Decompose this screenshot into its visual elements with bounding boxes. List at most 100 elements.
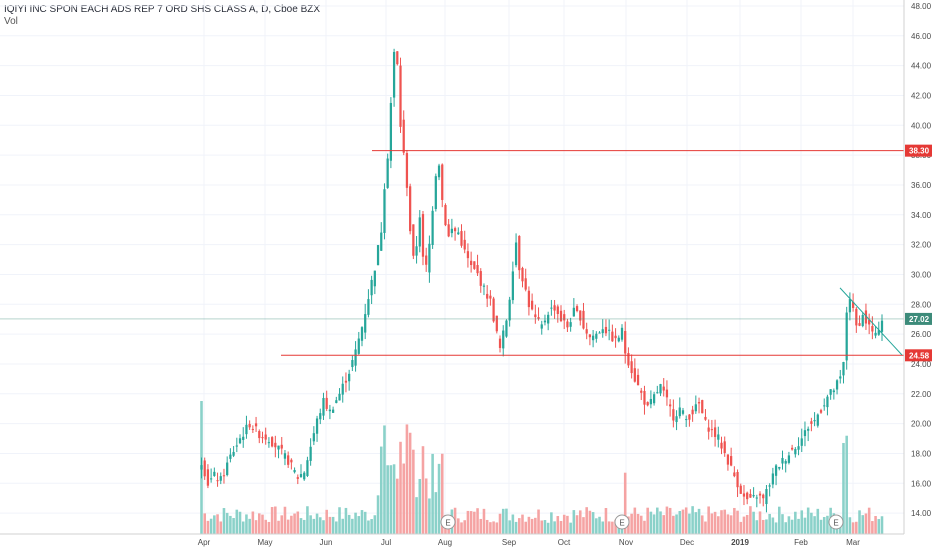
volume-bar — [742, 516, 746, 534]
volume-bar — [524, 521, 527, 534]
candle-body — [331, 409, 335, 413]
price-tick-label: 46.00 — [911, 32, 932, 41]
candle-body — [389, 102, 393, 161]
candle-body — [848, 299, 852, 313]
candle-body — [826, 396, 829, 408]
volume-bar — [675, 514, 678, 534]
volume-bar — [678, 510, 682, 534]
candle-body — [312, 433, 315, 442]
candle-body — [736, 472, 739, 488]
candle-body — [640, 390, 643, 393]
candle-body — [287, 455, 290, 465]
volume-bar — [562, 514, 566, 534]
candle-body — [476, 265, 479, 274]
time-tick-label: Apr — [198, 538, 211, 547]
volume-bar — [511, 514, 515, 534]
candle-body — [492, 298, 495, 322]
volume-bar — [383, 425, 386, 534]
candle-body — [874, 332, 877, 336]
candle-body — [624, 330, 627, 354]
volume-bar — [710, 513, 714, 534]
volume-bar — [264, 519, 267, 534]
candle-body — [524, 278, 527, 290]
volume-bar — [290, 515, 293, 534]
candle-body — [527, 290, 531, 308]
volume-bar — [286, 519, 290, 534]
volume-bar — [607, 521, 611, 534]
volume-bar — [771, 517, 775, 534]
price-tick-label: 20.00 — [911, 420, 932, 429]
volume-bar — [296, 511, 300, 534]
candle-body — [543, 320, 547, 323]
volume-bar — [867, 507, 871, 534]
price-tick-label: 48.00 — [911, 2, 932, 11]
candle-body — [832, 390, 835, 393]
candle-body — [470, 260, 473, 266]
candle-body — [726, 454, 730, 465]
volume-bar — [733, 507, 736, 534]
candle-body — [608, 329, 611, 331]
volume-bar — [367, 520, 370, 534]
candle-body — [774, 465, 778, 476]
candle-body — [486, 293, 489, 299]
candle-body — [303, 472, 306, 480]
candle-body — [299, 474, 303, 477]
candle-body — [219, 476, 222, 481]
candle-body — [704, 416, 707, 420]
volume-bar — [328, 516, 332, 534]
candle-body — [280, 444, 283, 449]
candle-body — [823, 405, 826, 407]
candle-body — [431, 210, 434, 245]
volume-bar — [341, 518, 345, 534]
volume-bar — [485, 519, 489, 534]
volume-bar — [794, 511, 797, 534]
volume-bar — [241, 521, 245, 534]
volume-bar — [704, 521, 707, 534]
candle-body — [232, 451, 235, 456]
volume-bar — [672, 515, 675, 534]
candle-body — [746, 492, 749, 500]
candle-body — [636, 374, 640, 386]
candle-body — [685, 419, 688, 421]
volume-bar — [659, 511, 662, 534]
volume-bar — [851, 522, 855, 534]
candle-body — [514, 242, 518, 266]
candle-body — [380, 232, 383, 251]
candle-body — [598, 332, 601, 334]
candle-body — [222, 475, 226, 477]
candle-body — [717, 434, 720, 440]
volume-bar — [257, 513, 261, 534]
candle-body — [681, 410, 685, 414]
candle-body — [842, 361, 845, 376]
candle-body — [383, 189, 386, 233]
candle-body — [296, 477, 299, 479]
volume-bar — [800, 510, 804, 534]
volume-bar — [396, 478, 399, 534]
candle-body — [672, 409, 675, 421]
volume-bar — [688, 513, 691, 534]
volume-bar — [543, 520, 547, 534]
volume-bar — [274, 506, 277, 534]
candle-body — [399, 65, 402, 127]
candle-body — [460, 231, 463, 246]
volume-bar — [559, 520, 563, 534]
candle-body — [206, 469, 210, 486]
candle-body — [315, 418, 319, 434]
volume-bar — [517, 518, 521, 534]
volume-bar — [251, 511, 255, 534]
volume-bar — [765, 519, 768, 534]
volume-bar — [569, 522, 572, 534]
volume-bar — [633, 507, 637, 534]
candle-body — [572, 307, 575, 317]
candle-body — [437, 165, 441, 178]
candle-body — [669, 404, 672, 407]
candle-body — [656, 392, 659, 394]
candle-body — [264, 434, 267, 440]
price-badge — [905, 144, 932, 157]
candle-body — [678, 407, 681, 417]
candle-body — [720, 442, 723, 449]
volume-bar — [238, 511, 242, 534]
volume-bar — [203, 513, 206, 534]
volume-bar — [206, 520, 210, 534]
